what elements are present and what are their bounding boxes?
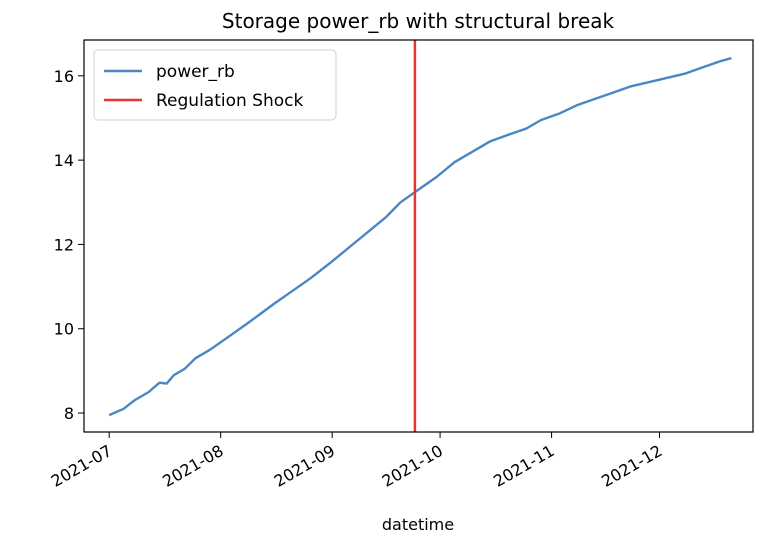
x-tick-label: 2021-10 [379, 441, 446, 491]
x-tick-label: 2021-09 [271, 441, 338, 491]
y-tick-label: 14 [54, 151, 74, 170]
y-axis-ticks: 8 10 12 14 16 [54, 67, 84, 423]
y-tick-label: 12 [54, 235, 74, 254]
x-axis-label: datetime [382, 515, 454, 534]
x-tick-label: 2021-12 [598, 441, 665, 491]
x-tick-label: 2021-11 [490, 441, 557, 491]
y-tick-label: 10 [54, 320, 74, 339]
y-tick-label: 8 [64, 404, 74, 423]
legend: power_rb Regulation Shock [93, 49, 337, 121]
plot-area [108, 40, 732, 432]
legend-label-power-rb: power_rb [156, 62, 235, 82]
legend-box [93, 49, 337, 121]
legend-label-regulation-shock: Regulation Shock [156, 91, 303, 111]
y-tick-label: 16 [54, 67, 74, 86]
x-tick-label: 2021-08 [159, 441, 226, 491]
x-axis-ticks: 2021-07 2021-08 2021-09 2021-10 2021-11 2021-… [48, 432, 665, 491]
chart-title: Storage power_rb with structural break [222, 9, 615, 33]
series-line-power-rb [108, 56, 732, 417]
x-tick-label: 2021-07 [48, 441, 115, 491]
axes-frame [83, 39, 754, 433]
